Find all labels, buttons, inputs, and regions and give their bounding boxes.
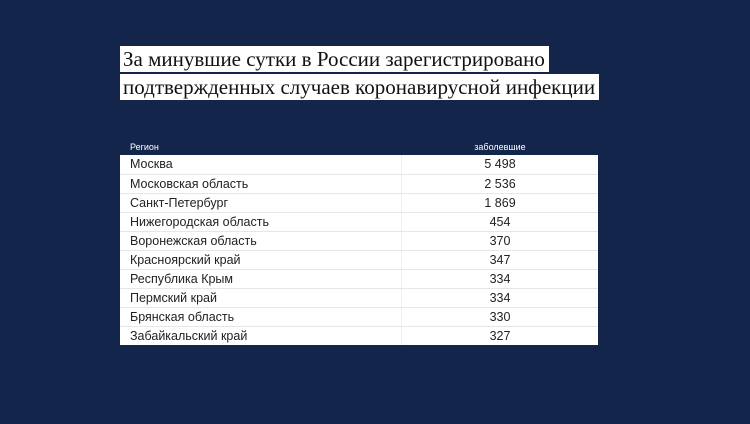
cell-region: Республика Крым bbox=[130, 272, 234, 286]
table-row: Нижегородская область 454 bbox=[120, 212, 598, 231]
title-line-2: подтвержденных случаев коронавирусной ин… bbox=[120, 74, 600, 100]
cell-cases: 330 bbox=[489, 310, 511, 324]
cases-table: Москва 5 498 Московская область 2 536 Санкт-… bbox=[120, 155, 598, 345]
cell-cases: 347 bbox=[489, 253, 511, 267]
cell-cases: 2 536 bbox=[484, 177, 516, 191]
table-row: Воронежская область 370 bbox=[120, 231, 598, 250]
cell-cases: 327 bbox=[489, 329, 511, 343]
column-divider bbox=[401, 251, 402, 269]
column-divider bbox=[401, 308, 402, 326]
cell-region: Забайкальский край bbox=[130, 329, 248, 343]
cell-cases: 370 bbox=[489, 234, 511, 248]
table-row: Московская область 2 536 bbox=[120, 174, 598, 193]
cell-region: Пермский край bbox=[130, 291, 217, 305]
column-divider bbox=[401, 327, 402, 345]
cell-cases: 5 498 bbox=[484, 157, 516, 171]
column-header-region: Регион bbox=[130, 142, 159, 152]
column-divider bbox=[401, 175, 402, 193]
cell-cases: 1 869 bbox=[484, 196, 516, 210]
cell-region: Москва bbox=[130, 157, 173, 171]
cell-cases: 334 bbox=[489, 291, 511, 305]
table-row: Республика Крым 334 bbox=[120, 269, 598, 288]
cell-region: Воронежская область bbox=[130, 234, 257, 248]
cell-region: Красноярский край bbox=[130, 253, 241, 267]
table-header: Регион заболевшие bbox=[120, 142, 598, 155]
cell-region: Московская область bbox=[130, 177, 249, 191]
table-row: Москва 5 498 bbox=[120, 155, 598, 174]
column-divider bbox=[401, 289, 402, 307]
table-row: Пермский край 334 bbox=[120, 288, 598, 307]
column-divider bbox=[401, 232, 402, 250]
cell-cases: 334 bbox=[489, 272, 511, 286]
column-divider bbox=[401, 194, 402, 212]
table-row: Брянская область 330 bbox=[120, 307, 598, 326]
column-divider bbox=[401, 270, 402, 288]
cell-region: Нижегородская область bbox=[130, 215, 269, 229]
table-row: Красноярский край 347 bbox=[120, 250, 598, 269]
column-divider bbox=[401, 213, 402, 231]
cell-region: Санкт-Петербург bbox=[130, 196, 229, 210]
table-row: Санкт-Петербург 1 869 bbox=[120, 193, 598, 212]
cell-region: Брянская область bbox=[130, 310, 235, 324]
column-header-cases: заболевшие bbox=[474, 142, 526, 152]
cell-cases: 454 bbox=[489, 215, 511, 229]
title-line-1: За минувшие сутки в России зарегистриров… bbox=[120, 46, 549, 72]
table-row: Забайкальский край 327 bbox=[120, 326, 598, 345]
column-divider bbox=[401, 155, 402, 174]
